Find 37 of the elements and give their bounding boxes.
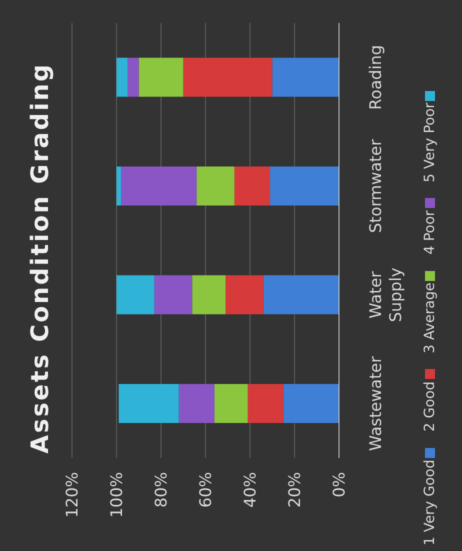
text: Assets Condition Grading	[25, 61, 55, 456]
y-tick-label: Stormwater	[366, 138, 385, 233]
bar	[154, 275, 192, 314]
bar	[234, 166, 270, 206]
x-tick-label: 20%	[285, 472, 304, 508]
x-tick-label: 120%	[62, 472, 82, 518]
x-tick-label: 60%	[196, 472, 216, 508]
bar	[116, 275, 154, 314]
x-tick-label: 0%	[330, 472, 349, 498]
legend-label: 2 Good	[422, 380, 438, 432]
legend-label: 1 Very Good	[422, 458, 438, 546]
x-tick-label: 100%	[107, 472, 126, 518]
bar	[116, 166, 121, 206]
legend-label: 4 Poor	[422, 209, 438, 255]
x-tick-label: 80%	[152, 472, 171, 508]
bar	[283, 384, 339, 424]
bar	[116, 58, 128, 97]
bar	[214, 384, 248, 424]
bar	[196, 166, 234, 206]
bar	[120, 166, 197, 206]
x-tick-label: 40%	[240, 472, 260, 508]
y-tick-label: Roading	[366, 44, 385, 110]
bar	[178, 384, 214, 424]
bar	[248, 384, 284, 424]
legend-label: 5 Very Poor	[422, 102, 438, 182]
legend-label: 3 Average	[422, 282, 438, 354]
bar	[226, 275, 264, 314]
bar	[128, 58, 139, 97]
bar	[270, 166, 339, 206]
bar	[138, 58, 184, 97]
y-tick-label: Wastewater	[366, 356, 385, 451]
bar	[183, 58, 272, 97]
bar	[263, 275, 339, 314]
bar	[272, 58, 339, 97]
y-tick-label: Water Supply	[366, 268, 405, 322]
bar	[118, 384, 179, 424]
bar	[192, 275, 226, 314]
